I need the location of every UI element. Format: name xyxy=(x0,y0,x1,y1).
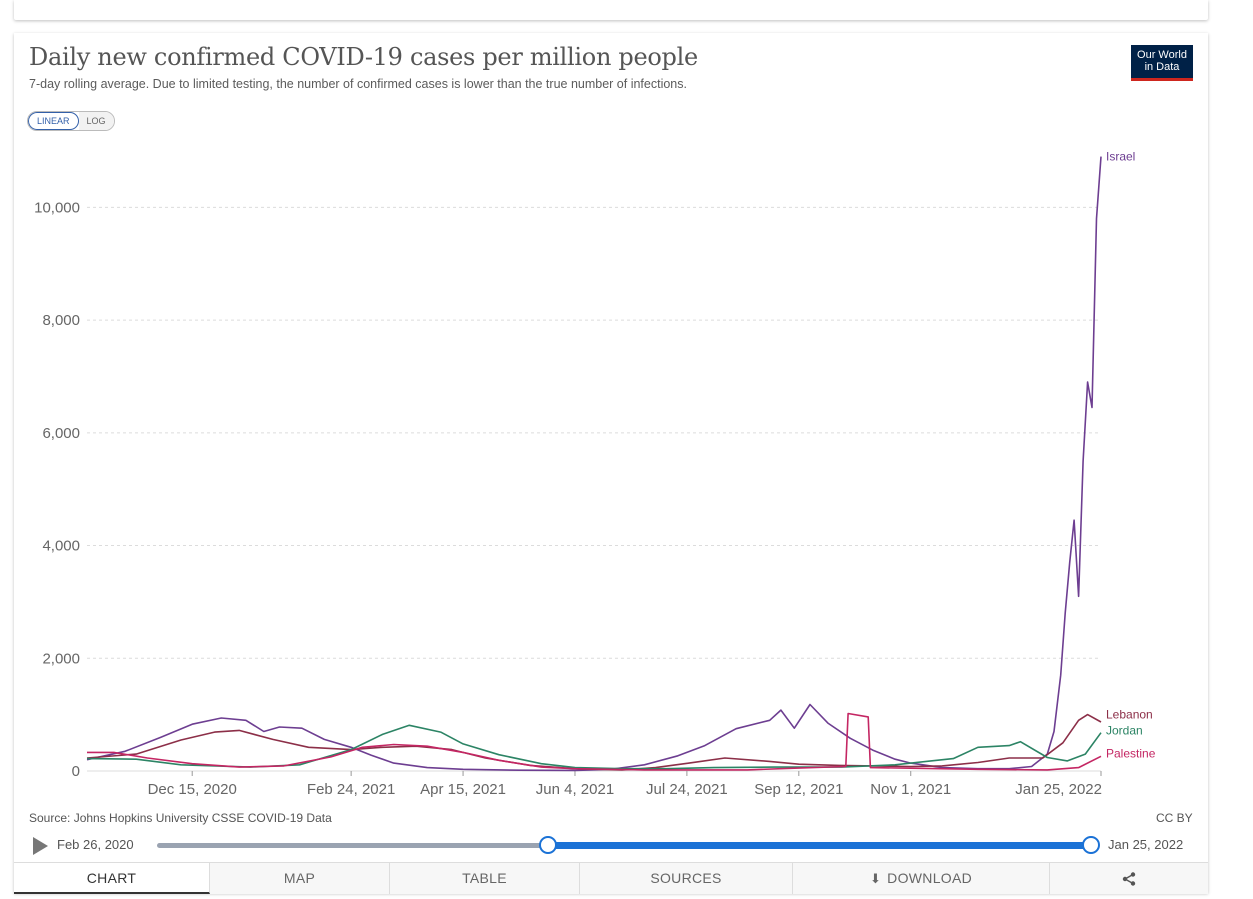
series-line-israel[interactable] xyxy=(86,156,1102,772)
x-tick-label: Jun 4, 2021 xyxy=(536,781,614,798)
tab-table-label: TABLE xyxy=(462,870,507,886)
logo-line-2: in Data xyxy=(1144,61,1180,73)
tab-map[interactable]: MAP xyxy=(210,863,390,894)
series-line-lebanon[interactable] xyxy=(86,713,1102,771)
linear-scale-button[interactable]: LINEAR xyxy=(28,112,79,130)
y-tick-label: 6,000 xyxy=(42,425,80,442)
x-axis-ticks: Dec 15, 2020 Feb 24, 2021 Apr 15, 2021 Jun … xyxy=(148,771,1102,798)
tab-chart-label: CHART xyxy=(86,870,137,886)
tab-bar: CHART MAP TABLE SOURCES ⬇ DOWNLOAD xyxy=(14,862,1208,894)
chart-title: Daily new confirmed COVID-19 cases per m… xyxy=(29,43,698,71)
series-lines xyxy=(86,156,1102,772)
timeline-selected-range[interactable] xyxy=(548,842,1091,849)
timeline-end-label: Jan 25, 2022 xyxy=(1108,837,1184,852)
chart-subtitle: 7-day rolling average. Due to limited te… xyxy=(29,77,687,91)
grid-lines xyxy=(87,206,1101,772)
license-link[interactable]: CC BY xyxy=(1156,811,1193,825)
series-label-lebanon[interactable]: Lebanon xyxy=(1106,708,1153,722)
series-line-jordan[interactable] xyxy=(86,724,1102,770)
timeline-start-handle[interactable] xyxy=(539,836,557,854)
chart-card: Daily new confirmed COVID-19 cases per m… xyxy=(14,33,1208,894)
x-tick-label: Dec 15, 2020 xyxy=(148,781,237,798)
tab-download-label: DOWNLOAD xyxy=(887,870,973,886)
tab-sources[interactable]: SOURCES xyxy=(580,863,793,894)
x-tick-label: Jul 24, 2021 xyxy=(646,781,728,798)
x-tick-label: Apr 15, 2021 xyxy=(420,781,506,798)
series-line-palestine[interactable] xyxy=(87,712,1102,771)
source-note: Source: Johns Hopkins University CSSE CO… xyxy=(29,811,332,825)
download-icon: ⬇ xyxy=(869,871,882,886)
x-tick-label: Jan 25, 2022 xyxy=(1015,781,1102,798)
x-tick-label: Feb 24, 2021 xyxy=(307,781,395,798)
play-icon[interactable] xyxy=(33,837,48,855)
logo-line-1: Our World xyxy=(1137,49,1187,61)
share-icon xyxy=(1122,872,1136,886)
x-tick-label: Sep 12, 2021 xyxy=(754,781,843,798)
tab-chart[interactable]: CHART xyxy=(14,863,210,894)
tab-download[interactable]: ⬇ DOWNLOAD xyxy=(793,863,1050,894)
timeline-end-handle[interactable] xyxy=(1082,836,1100,854)
timeline-start-label: Feb 26, 2020 xyxy=(57,837,134,852)
y-tick-label: 4,000 xyxy=(42,538,80,555)
series-label-jordan[interactable]: Jordan xyxy=(1106,723,1143,737)
previous-card xyxy=(14,0,1208,20)
y-tick-label: 8,000 xyxy=(42,312,80,329)
x-tick-label: Nov 1, 2021 xyxy=(870,781,951,798)
series-label-palestine[interactable]: Palestine xyxy=(1106,747,1156,761)
tab-sources-label: SOURCES xyxy=(650,870,722,886)
log-scale-button[interactable]: LOG xyxy=(78,112,114,130)
y-axis-ticks: 0 2,000 4,000 6,000 8,000 10,000 xyxy=(34,199,80,780)
y-tick-label: 0 xyxy=(72,763,80,780)
line-chart[interactable]: 0 2,000 4,000 6,000 8,000 10,000 Dec 15, 2020… xyxy=(14,33,1208,803)
tab-share[interactable] xyxy=(1050,863,1208,894)
scale-toggle: LINEAR LOG xyxy=(27,111,115,131)
tab-table[interactable]: TABLE xyxy=(390,863,580,894)
owid-logo[interactable]: Our World in Data xyxy=(1131,45,1193,81)
timeline: Feb 26, 2020 Jan 25, 2022 xyxy=(14,833,1208,857)
y-tick-label: 2,000 xyxy=(42,650,80,667)
y-tick-label: 10,000 xyxy=(34,199,80,216)
series-label-israel[interactable]: Israel xyxy=(1106,150,1135,164)
tab-map-label: MAP xyxy=(283,870,316,886)
